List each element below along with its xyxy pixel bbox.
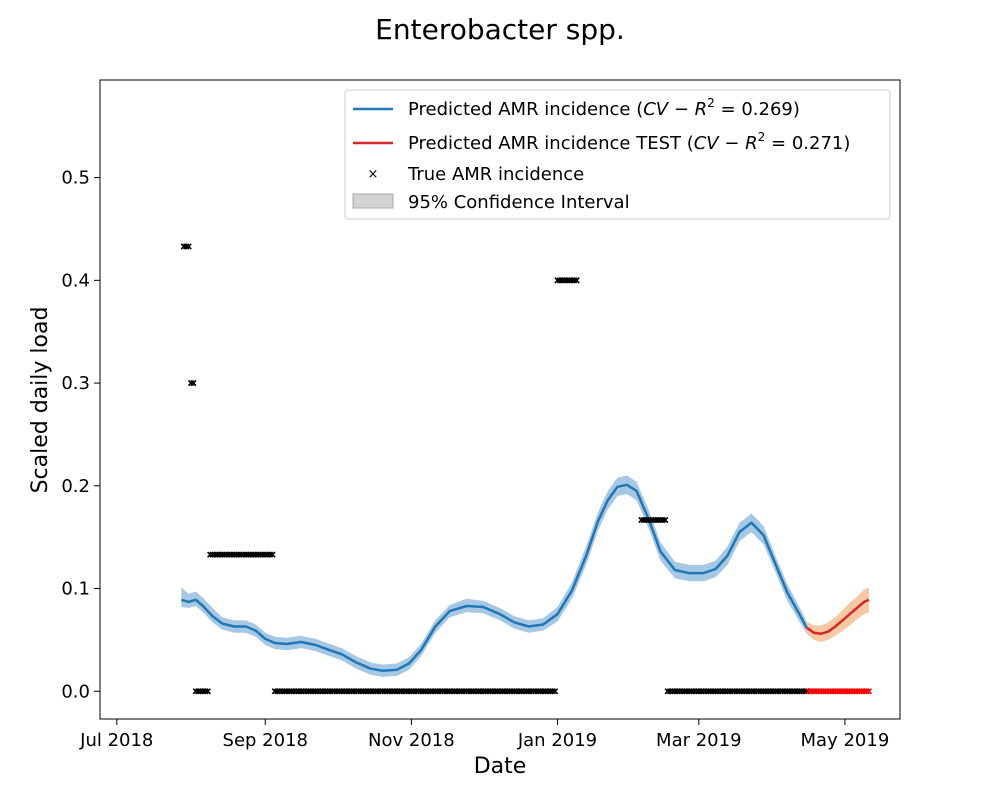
x-tick-label: Nov 2018 — [368, 730, 455, 751]
prediction-lines — [181, 483, 870, 672]
true-incidence-marker — [662, 516, 669, 524]
y-axis: 0.0 0.1 0.2 0.3 0.4 0.5 — [61, 168, 100, 702]
true-incidence-marker — [185, 243, 192, 250]
true-incidence-marker — [204, 688, 211, 695]
x-tick-label: Sep 2018 — [223, 730, 308, 751]
legend-label-ci: 95% Confidence Interval — [408, 192, 630, 213]
pred-line — [181, 483, 808, 672]
true-incidence-marker — [865, 688, 873, 695]
legend-swatch-true: × — [368, 167, 379, 182]
y-axis-label: Scaled daily load — [28, 307, 53, 494]
x-tick-label: Mar 2019 — [656, 730, 742, 751]
y-tick-label: 0.4 — [61, 270, 90, 291]
y-tick-label: 0.2 — [61, 476, 90, 497]
legend-frame — [344, 89, 891, 220]
x-tick-label: Jul 2018 — [79, 730, 153, 751]
y-tick-label: 0.5 — [61, 168, 90, 189]
x-axis: Jul 2018 Sep 2018 Nov 2018 Jan 2019 Mar 2019… — [79, 719, 889, 751]
true-incidence-marker — [269, 551, 276, 558]
x-axis-label: Date — [474, 754, 527, 779]
legend-swatch-ci — [352, 193, 394, 209]
x-tick-label: Jan 2019 — [517, 730, 597, 751]
true-incidence-marker — [190, 379, 197, 387]
true-incidence-marker — [573, 277, 580, 284]
plot-area — [99, 79, 901, 720]
x-tick-label: May 2019 — [801, 730, 890, 751]
true-incidence-markers — [180, 243, 873, 695]
legend-label-pred: Predicted AMR incidence (CV − R2 = 0.269… — [408, 96, 800, 120]
plot-frame — [99, 79, 901, 720]
chart-title: Enterobacter spp. — [375, 13, 625, 46]
true-incidence-marker — [551, 688, 559, 695]
legend-label-true: True AMR incidence — [407, 164, 584, 185]
confidence-bands — [181, 475, 869, 677]
legend: Predicted AMR incidence (CV − R2 = 0.269… — [344, 89, 891, 220]
test-ci-band — [806, 587, 869, 642]
y-tick-label: 0.1 — [61, 579, 90, 600]
test-line — [805, 598, 870, 635]
pred-ci-band — [181, 475, 807, 677]
legend-label-test: Predicted AMR incidence TEST (CV − R2 = … — [408, 130, 850, 154]
y-tick-label: 0.3 — [61, 373, 90, 394]
y-tick-label: 0.0 — [61, 681, 90, 702]
